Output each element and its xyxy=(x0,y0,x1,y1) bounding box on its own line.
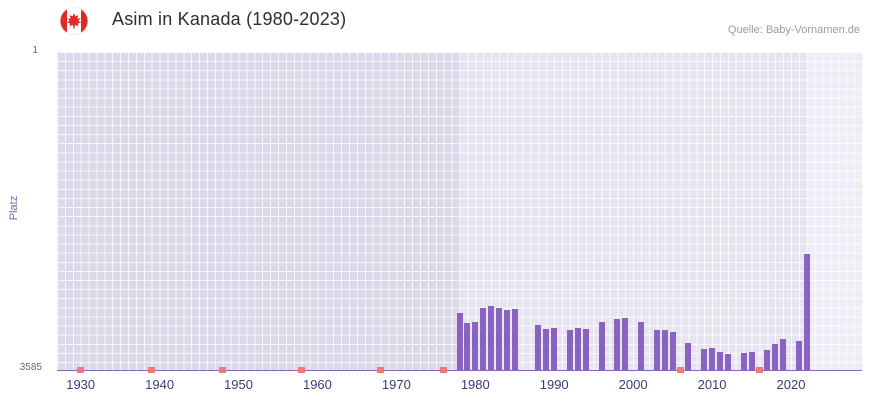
x-axis-label: 2020 xyxy=(776,377,806,392)
no-rank-marker-1976 xyxy=(440,367,448,373)
bar-2018[interactable] xyxy=(772,343,779,370)
bar-1998[interactable] xyxy=(614,318,621,370)
bar-1988[interactable] xyxy=(535,325,542,370)
bar-2015[interactable] xyxy=(748,351,755,370)
no-rank-marker-1930 xyxy=(77,367,85,373)
bar-2011[interactable] xyxy=(716,351,723,370)
bar-2014[interactable] xyxy=(740,352,747,370)
bar-2019[interactable] xyxy=(780,339,787,370)
plot-area: 1930 1940 1950 1960 1970 1980 1990 2000 2010 2020 xyxy=(57,52,862,392)
bar-1999[interactable] xyxy=(622,317,629,370)
x-axis-label: 1960 xyxy=(302,377,332,392)
bar-2001[interactable] xyxy=(638,322,645,370)
bar-1992[interactable] xyxy=(566,329,573,370)
bar-2005[interactable] xyxy=(669,332,676,370)
bar-1980[interactable] xyxy=(472,322,479,370)
bar-1983[interactable] xyxy=(495,308,502,370)
bar-2021[interactable] xyxy=(795,341,802,370)
no-rank-marker-1968 xyxy=(377,367,385,373)
bar-1994[interactable] xyxy=(582,328,589,370)
no-rank-marker-2016 xyxy=(755,367,763,373)
y-axis-top-label: 1 xyxy=(32,45,38,56)
bar-1990[interactable] xyxy=(551,327,558,370)
x-axis-label: 1990 xyxy=(539,377,569,392)
bar-2022[interactable] xyxy=(803,253,810,370)
bar-2009[interactable] xyxy=(701,349,708,370)
bar-1996[interactable] xyxy=(598,321,605,370)
bar-1989[interactable] xyxy=(543,328,550,370)
bar-2017[interactable] xyxy=(764,349,771,370)
no-rank-marker-2006 xyxy=(676,367,684,373)
bar-2010[interactable] xyxy=(709,348,716,370)
x-axis-label: 1940 xyxy=(145,377,175,392)
x-axis-label: 2010 xyxy=(697,377,727,392)
bar-2004[interactable] xyxy=(661,330,668,370)
bar-1981[interactable] xyxy=(480,308,487,370)
bar-1993[interactable] xyxy=(574,327,581,370)
bar-1984[interactable] xyxy=(503,309,510,370)
bar-1985[interactable] xyxy=(511,309,518,370)
no-rank-marker-1939 xyxy=(148,367,156,373)
x-axis-label: 1930 xyxy=(66,377,96,392)
bars-layer xyxy=(57,52,862,373)
source-label: Quelle: Baby-Vornamen.de xyxy=(727,24,860,36)
bar-1979[interactable] xyxy=(464,323,471,370)
canada-flag-icon xyxy=(59,6,89,36)
no-rank-marker-1948 xyxy=(219,367,227,373)
bar-1982[interactable] xyxy=(488,306,495,370)
x-axis-label: 1970 xyxy=(381,377,411,392)
x-axis-labels: 1930 1940 1950 1960 1970 1980 1990 2000 2010 2020 xyxy=(57,52,862,392)
y-axis-bottom-label: 3585 xyxy=(19,362,42,373)
x-axis-label: 1980 xyxy=(460,377,490,392)
x-axis-label: 1950 xyxy=(224,377,253,392)
y-axis-title: Platz xyxy=(8,195,20,221)
bar-2007[interactable] xyxy=(685,342,692,370)
chart-title: Asim in Kanada (1980-2023) xyxy=(112,9,347,29)
bar-2003[interactable] xyxy=(653,329,660,370)
bar-2012[interactable] xyxy=(724,353,731,370)
bar-1978[interactable] xyxy=(456,313,463,370)
x-axis-label: 2000 xyxy=(618,377,648,392)
no-rank-marker-1958 xyxy=(298,367,306,373)
